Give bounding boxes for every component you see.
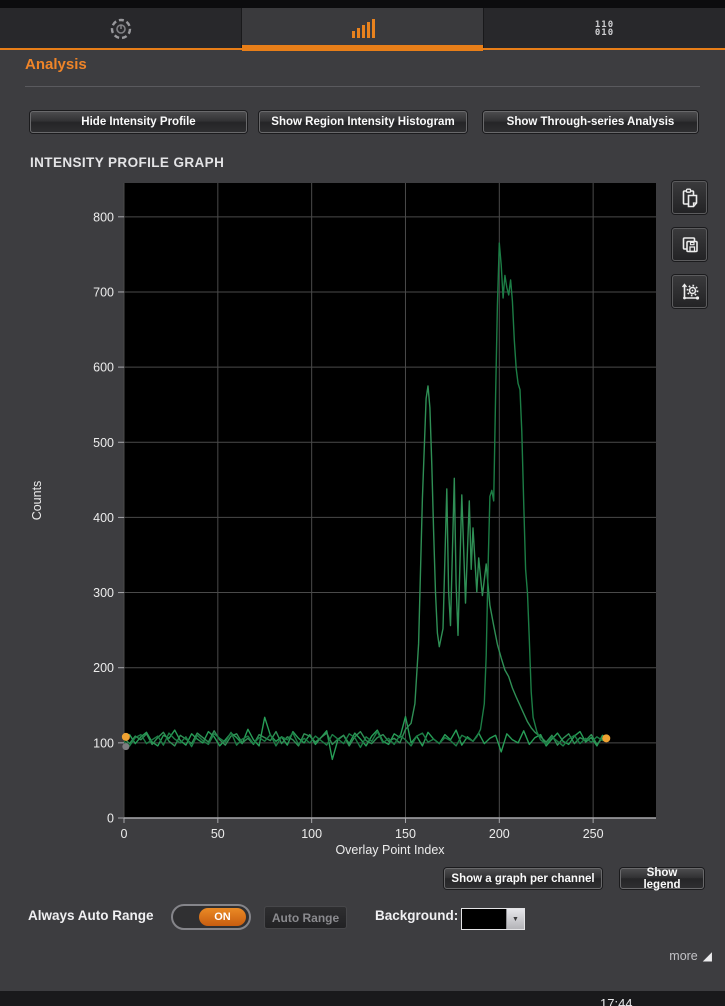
y-tick-label: 400 [93,511,114,525]
tab-acquisition[interactable] [0,8,241,50]
always-auto-range-label: Always Auto Range [28,908,154,923]
copy-to-clipboard-icon [682,188,697,207]
y-tick-label: 500 [93,436,114,450]
binary-icon: 110 010 [594,20,615,38]
show-through-series-analysis-button[interactable]: Show Through-series Analysis [483,111,698,133]
toggle-on-knob: ON [199,908,246,926]
save-image-button[interactable] [672,228,707,261]
overlay-endpoint-secondary [122,743,130,751]
overlay-endpoint-start [121,732,130,741]
graph-settings-button[interactable] [672,275,707,308]
background-label: Background: [375,908,459,923]
y-axis-title: Counts [30,481,44,521]
copy-to-clipboard-button[interactable] [672,181,707,214]
clock: 17:44 [600,996,633,1006]
y-tick-label: 600 [93,361,114,375]
tab-analysis[interactable] [241,8,483,51]
intensity-profile-chart[interactable]: 0 100 200 300 400 500 600 700 800 0 50 100 150 200 250… [25,176,685,868]
auto-range-button[interactable]: Auto Range [264,906,347,929]
plot-area [124,183,656,818]
x-tick-label: 0 [121,827,128,841]
chart-section-title: INTENSITY PROFILE GRAPH [30,155,225,170]
always-auto-range-toggle[interactable]: ON [171,904,251,930]
hide-intensity-profile-button[interactable]: Hide Intensity Profile [30,111,247,133]
x-tick-label: 100 [301,827,322,841]
series-channel-2 [123,385,609,747]
x-tick-label: 150 [395,827,416,841]
more-expander[interactable]: more ◢ [669,949,712,963]
bar-chart-icon [351,19,375,38]
x-tick-label: 50 [211,827,225,841]
save-image-icon [682,236,698,252]
y-tick-label: 100 [93,736,114,750]
show-graph-per-channel-button[interactable]: Show a graph per channel [444,868,602,889]
x-tick-label: 250 [583,827,604,841]
corner-triangle-icon: ◢ [702,949,712,963]
x-tick-label: 200 [489,827,510,841]
background-color-swatch [462,909,506,929]
overlay-endpoint-end [602,734,611,743]
dial-icon [110,18,131,40]
dropdown-arrow-button[interactable]: ▼ [506,909,524,929]
y-tick-label: 0 [107,812,114,826]
y-tick-label: 700 [93,285,114,299]
top-strip [0,0,725,8]
divider [25,86,700,87]
show-legend-button[interactable]: Show legend [620,867,704,891]
graph-settings-icon [681,282,699,300]
chevron-down-icon: ▼ [512,915,519,923]
tab-raw-data[interactable]: 110 010 [483,8,725,50]
page-title: Analysis [25,56,87,73]
y-tick-label: 800 [93,210,114,224]
series-channel-3 [123,242,609,749]
show-region-intensity-histogram-button[interactable]: Show Region Intensity Histogram [259,111,467,133]
y-tick-label: 200 [93,661,114,675]
status-bar: 17:44 [0,991,725,1006]
background-color-dropdown[interactable]: ▼ [461,908,525,930]
y-tick-label: 300 [93,586,114,600]
x-axis-title: Overlay Point Index [335,843,445,857]
tab-bar: 110 010 [0,8,725,51]
more-label: more [669,949,698,963]
